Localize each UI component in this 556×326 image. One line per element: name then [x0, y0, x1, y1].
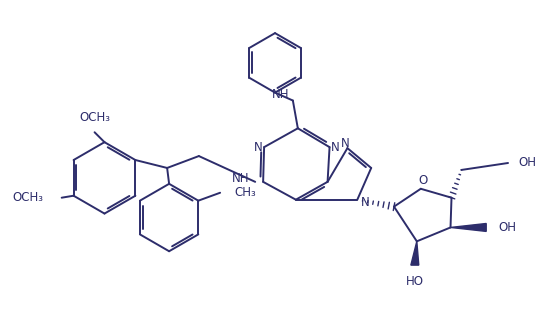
- Text: N: N: [254, 141, 262, 154]
- Text: OH: OH: [498, 221, 516, 234]
- Text: O: O: [418, 174, 428, 187]
- Text: OCH₃: OCH₃: [13, 191, 44, 204]
- Polygon shape: [450, 224, 486, 231]
- Text: N: N: [361, 196, 370, 209]
- Text: OH: OH: [518, 156, 536, 170]
- Text: HO: HO: [406, 275, 424, 288]
- Polygon shape: [411, 241, 419, 265]
- Text: N: N: [341, 137, 350, 150]
- Text: NH: NH: [232, 172, 249, 185]
- Text: NH: NH: [272, 88, 290, 101]
- Text: N: N: [331, 141, 340, 154]
- Text: CH₃: CH₃: [234, 186, 256, 199]
- Text: OCH₃: OCH₃: [79, 111, 110, 124]
